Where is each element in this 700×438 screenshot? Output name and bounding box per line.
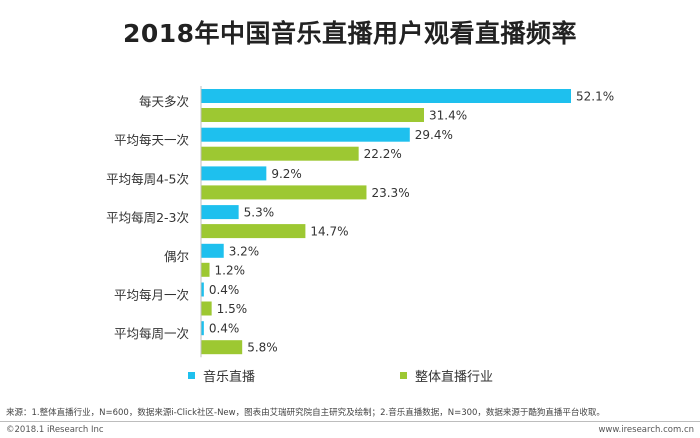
bar-music <box>201 205 239 220</box>
bar-chart: 每天多次 52.1% 31.4% 平均每天一次 29.4% 22.2% 平均每周4-5次 9.… <box>106 86 614 358</box>
bar-music <box>201 321 204 336</box>
data-label-overall: 1.5% <box>217 302 248 316</box>
data-label-music: 0.4% <box>209 322 240 336</box>
data-label-overall: 14.7% <box>310 225 348 239</box>
bar-overall <box>201 185 367 200</box>
data-label-overall: 23.3% <box>371 186 409 200</box>
legend-label-overall: 整体直播行业 <box>415 370 494 385</box>
bar-overall <box>201 146 359 161</box>
bar-overall <box>201 224 306 239</box>
bar-music <box>201 89 571 103</box>
legend-label-music: 音乐直播 <box>203 370 256 385</box>
data-label-overall: 31.4% <box>429 109 467 123</box>
data-label-music: 9.2% <box>271 167 302 181</box>
category-label: 平均每周一次 <box>114 326 189 341</box>
category-label: 平均每月一次 <box>114 288 189 303</box>
category-label: 平均每天一次 <box>114 133 189 148</box>
category-label: 平均每周4-5次 <box>106 171 189 186</box>
footer-copyright: ©2018.1 iResearch Inc <box>6 425 104 435</box>
data-label-overall: 1.2% <box>215 263 246 277</box>
bar-music <box>201 282 204 297</box>
bar-overall <box>201 262 210 277</box>
bar-music <box>201 243 224 258</box>
bar-music <box>201 166 267 181</box>
footer-divider <box>0 421 700 422</box>
bar-overall <box>201 340 243 355</box>
chart-title: 2018年中国音乐直播用户观看直播频率 <box>122 19 578 48</box>
data-label-music: 52.1% <box>576 90 614 104</box>
category-label: 平均每周2-3次 <box>106 210 189 225</box>
legend-item-overall: 整体直播行业 <box>400 366 493 385</box>
legend-item-music: 音乐直播 <box>188 366 255 385</box>
source-note: 来源：1.整体直播行业，N=600，数据来源i-Click社区-New，图表由艾… <box>6 408 605 418</box>
legend-swatch-overall <box>400 372 407 379</box>
bar-music <box>201 127 410 142</box>
bar-overall <box>201 301 212 316</box>
bar-overall <box>201 108 424 122</box>
category-label: 偶尔 <box>164 249 189 264</box>
data-label-music: 0.4% <box>209 283 240 297</box>
footer-website: www.iresearch.com.cn <box>598 425 694 435</box>
category-label: 每天多次 <box>139 94 189 109</box>
data-label-overall: 22.2% <box>364 147 402 161</box>
legend-swatch-music <box>188 372 195 379</box>
data-label-music: 29.4% <box>415 128 453 142</box>
data-label-overall: 5.8% <box>247 341 277 355</box>
data-label-music: 3.2% <box>229 244 260 258</box>
data-label-music: 5.3% <box>244 206 275 220</box>
